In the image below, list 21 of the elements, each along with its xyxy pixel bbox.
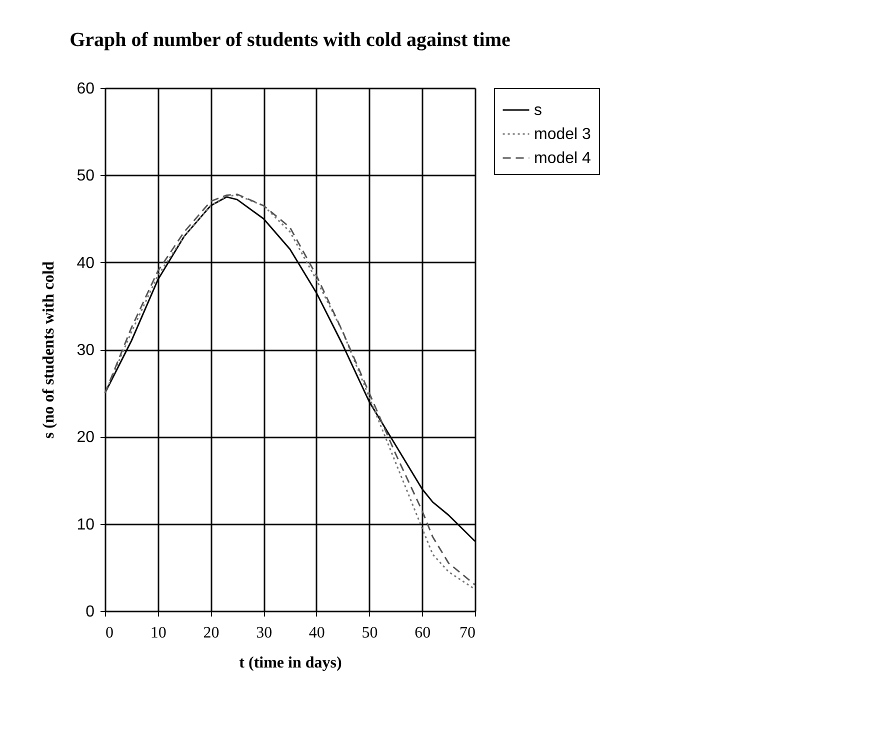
x-tick-label: 0 (106, 624, 114, 642)
x-axis-title: t (time in days) (239, 654, 342, 672)
legend-label: s (534, 102, 542, 119)
x-tick-label: 70 (460, 624, 476, 642)
x-tick-label: 60 (414, 624, 431, 642)
x-tick-label: 30 (256, 624, 272, 642)
y-tick-label: 60 (76, 80, 95, 98)
chart-title: Graph of number of students with cold against time (70, 29, 511, 51)
y-tick-label: 30 (76, 342, 95, 359)
x-tick-label: 10 (150, 624, 166, 642)
legend-label: model 3 (534, 126, 592, 143)
y-axis-title: s (no of students with cold (40, 261, 58, 439)
x-tick-label: 40 (308, 624, 325, 642)
y-tick-label: 50 (76, 168, 95, 185)
y-tick-label: 40 (76, 254, 95, 272)
y-tick-label: 20 (76, 429, 95, 446)
legend-label: model 4 (534, 150, 592, 167)
y-tick-label: 10 (76, 516, 95, 534)
x-tick-label: 20 (203, 624, 220, 642)
x-tick-label: 50 (362, 624, 378, 642)
y-tick-label: 0 (86, 604, 95, 620)
